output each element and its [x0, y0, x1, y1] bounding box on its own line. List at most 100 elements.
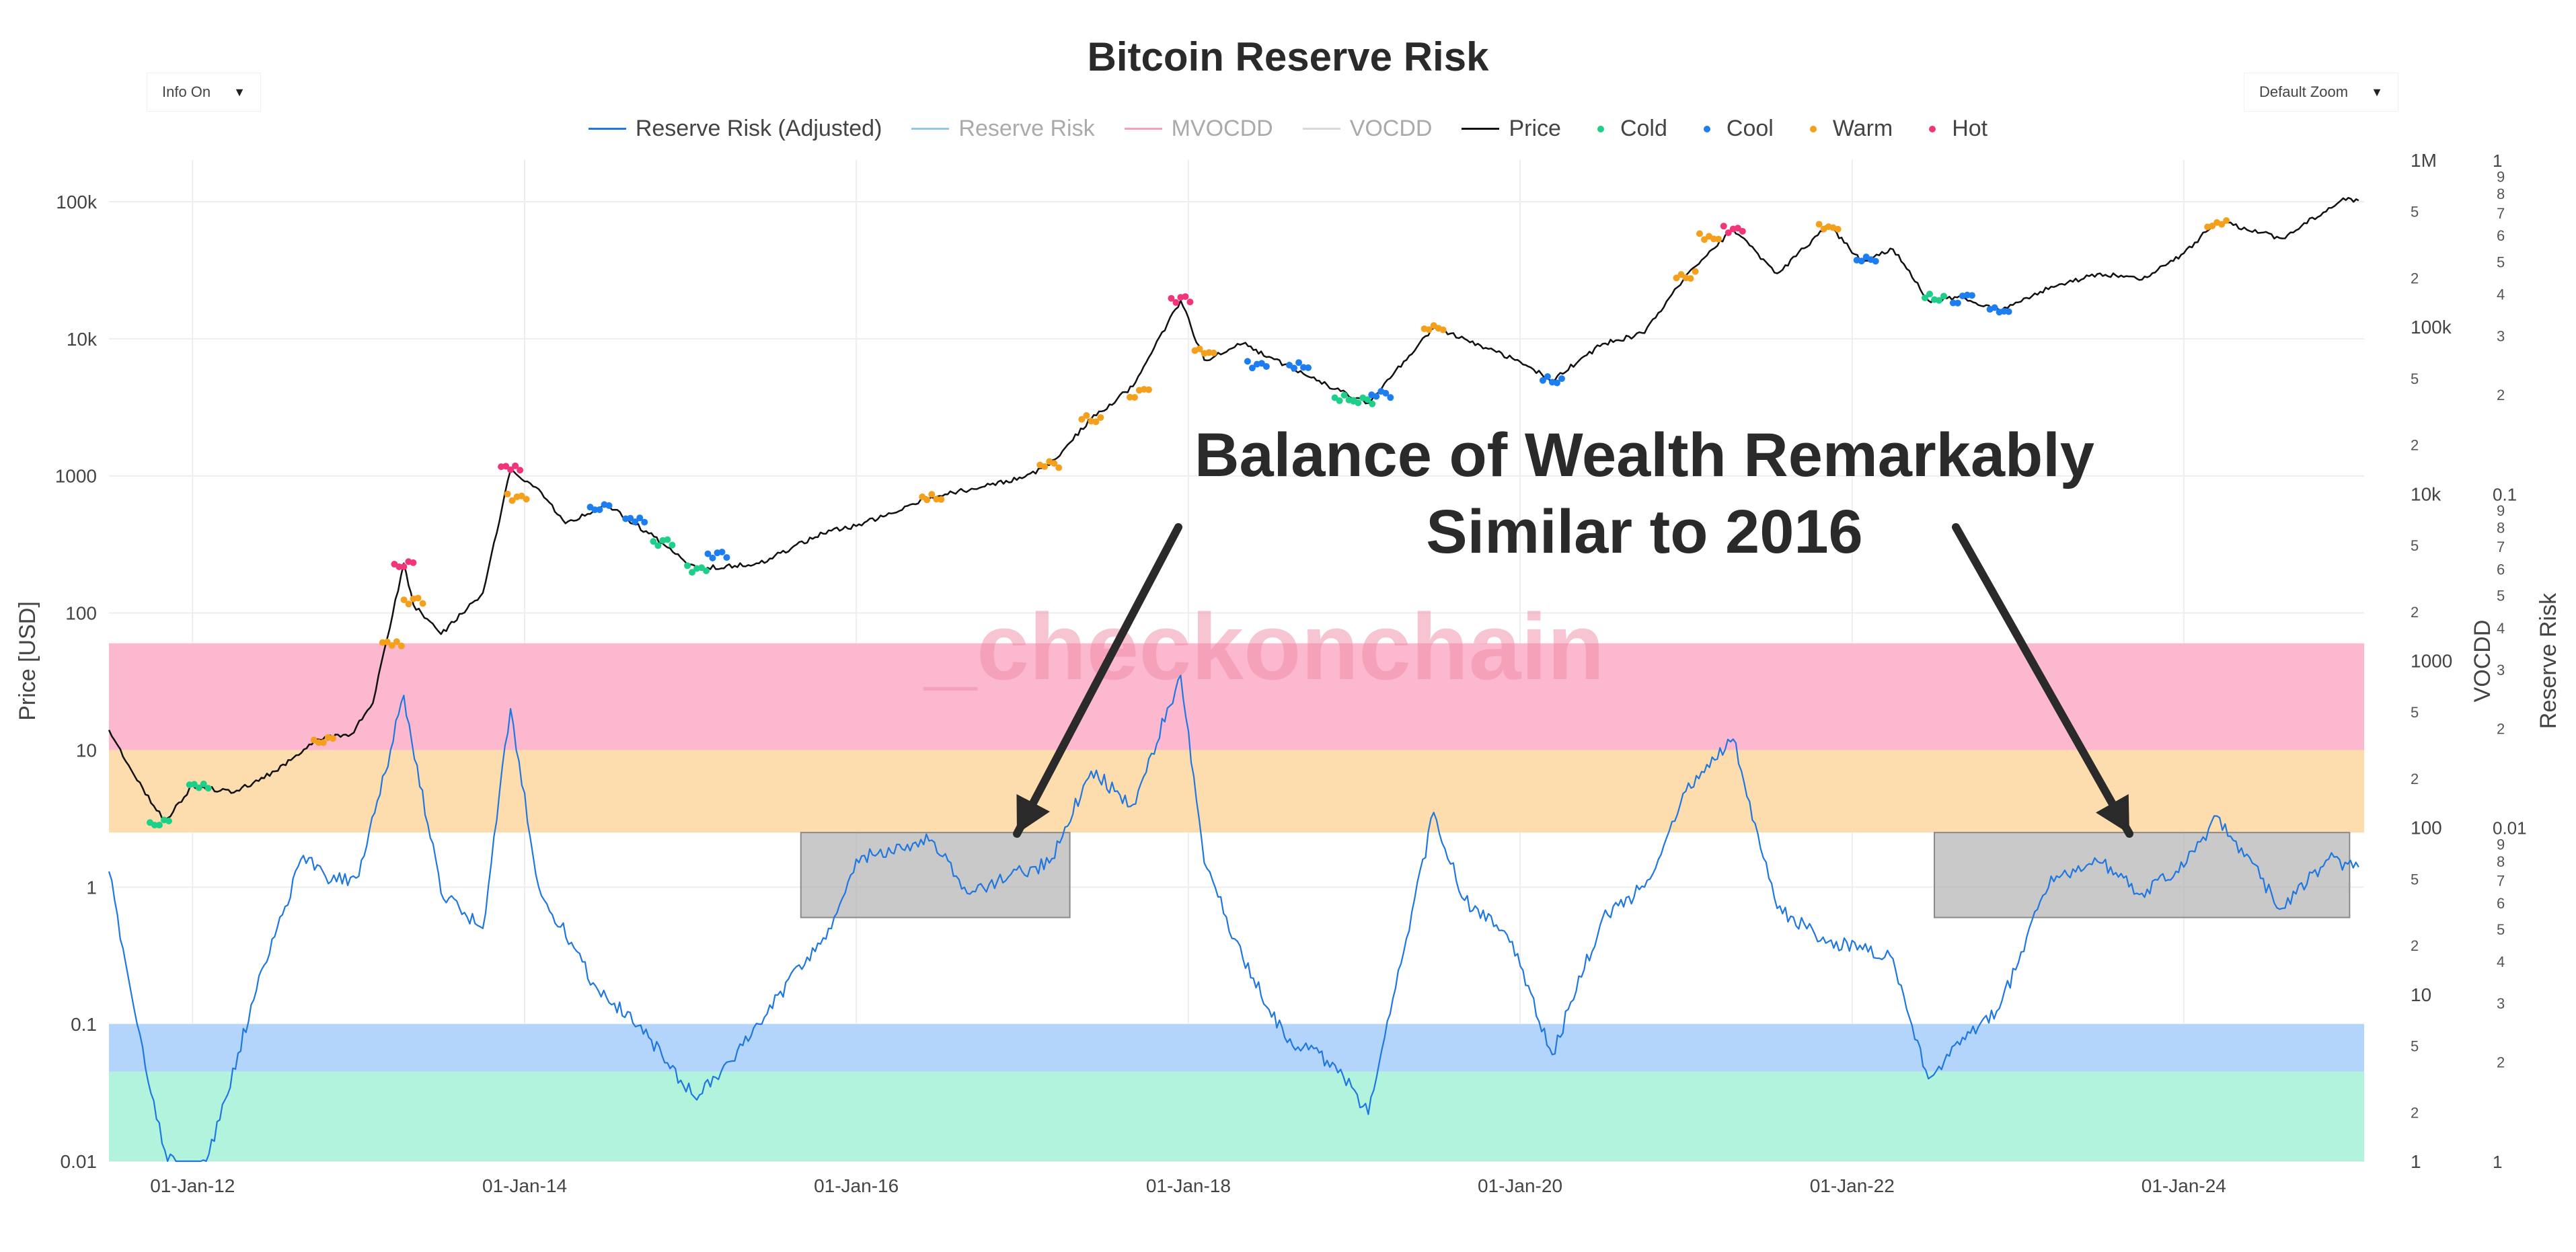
marker-warm: [1815, 221, 1823, 228]
legend-line-swatch: [911, 128, 950, 130]
y-tick-label: 10: [76, 740, 97, 760]
legend-item-hot[interactable]: Hot: [1922, 116, 1987, 142]
marker-cold: [1369, 400, 1376, 407]
info-dropdown[interactable]: Info On ▼: [147, 73, 261, 112]
marker-cool: [1382, 389, 1390, 397]
y-tick-label: 1000: [55, 466, 97, 487]
band-warm: [109, 750, 2364, 833]
marker-warm: [1083, 412, 1090, 419]
vocdd-minor-tick: 2: [2411, 937, 2419, 954]
marker-cold: [1940, 292, 1948, 300]
marker-hot: [400, 563, 408, 570]
marker-cold: [190, 781, 198, 788]
marker-warm: [1145, 386, 1152, 393]
legend-item-cold[interactable]: Cold: [1591, 116, 1667, 142]
marker-warm: [1055, 464, 1063, 471]
band-cold: [109, 1071, 2364, 1161]
marker-cool: [704, 550, 712, 557]
marker-cold: [654, 542, 662, 549]
vocdd-minor-tick: 5: [2411, 537, 2419, 554]
legend-dot-swatch: [1597, 125, 1604, 132]
marker-cool: [632, 518, 639, 525]
y-tick-label: 0.1: [71, 1014, 97, 1035]
legend-item-cool[interactable]: Cool: [1697, 116, 1774, 142]
marker-cool: [718, 549, 726, 556]
reserve-risk-minor-tick: 4: [2497, 286, 2505, 303]
marker-cool: [627, 514, 634, 522]
reserve-risk-minor-tick: 5: [2497, 921, 2505, 938]
x-tick-label: 01-Jan-18: [1146, 1175, 1231, 1196]
vocdd-tick-label: 10: [2411, 984, 2431, 1005]
marker-cool: [1244, 358, 1251, 365]
legend-item-reserve-risk-adjusted[interactable]: Reserve Risk (Adjusted): [588, 116, 882, 142]
legend-item-reserve-risk[interactable]: Reserve Risk: [911, 116, 1095, 142]
x-tick-label: 01-Jan-12: [150, 1175, 235, 1196]
reserve-risk-tick: 0.1: [2493, 484, 2517, 504]
legend-item-mvocdd[interactable]: MVOCDD: [1124, 116, 1273, 142]
arrow-shaft: [1013, 523, 1182, 838]
marker-cool: [1553, 379, 1560, 387]
reserve-risk-minor-tick: 4: [2497, 620, 2505, 637]
reserve-risk-minor-tick: 7: [2497, 873, 2505, 890]
marker-warm: [928, 491, 936, 498]
marker-cold: [669, 541, 676, 549]
legend-label: Price: [1509, 116, 1561, 141]
marker-cool: [1295, 359, 1303, 366]
y-tick-label: 100k: [56, 192, 98, 212]
y-tick-label: 10k: [67, 329, 98, 350]
info-dropdown-label: Info On: [162, 83, 211, 100]
x-tick-label: 01-Jan-22: [1810, 1175, 1895, 1196]
marker-cool: [1858, 258, 1865, 265]
annotation-line-1: Balance of Wealth Remarkably: [1195, 421, 2094, 490]
marker-warm: [383, 638, 391, 645]
marker-cool: [641, 518, 648, 526]
vocdd-tick-label: 1M: [2411, 150, 2437, 171]
marker-cold: [195, 784, 202, 791]
marker-cool: [1968, 292, 1975, 299]
marker-warm: [1700, 236, 1708, 243]
marker-warm: [1692, 268, 1699, 275]
legend-dot-swatch: [1809, 125, 1817, 132]
vocdd-minor-tick: 5: [2411, 704, 2419, 721]
marker-warm: [1097, 414, 1104, 421]
axes: 0.01 0.1 1 10 100 1000 10k 100k 01-Jan-12 01-Jan-…: [15, 150, 2561, 1196]
legend-item-warm[interactable]: Warm: [1803, 116, 1893, 142]
arrow-head: [2096, 793, 2129, 834]
marker-cool: [723, 554, 730, 561]
marker-cold: [664, 536, 671, 543]
marker-hot: [1168, 295, 1175, 302]
marker-hot: [512, 462, 519, 469]
legend-item-price[interactable]: Price: [1462, 116, 1561, 142]
marker-cool: [1305, 364, 1312, 371]
vocdd-tick-label: 100: [2411, 818, 2442, 838]
marker-cool: [636, 514, 644, 522]
reserve-risk-tick: 1: [2493, 151, 2502, 171]
marker-warm: [319, 739, 327, 746]
vocdd-minor-tick: 5: [2411, 204, 2419, 221]
watermark: _checkonchain: [923, 594, 1605, 699]
reserve-risk-minor-tick: 5: [2497, 588, 2505, 604]
reserve-risk-minor-tick: 3: [2497, 995, 2505, 1012]
marker-warm: [2209, 223, 2216, 230]
marker-hot: [1725, 229, 1732, 237]
marker-warm: [1131, 393, 1138, 401]
marker-cool: [596, 506, 603, 513]
highlight-box: [1934, 832, 2351, 918]
marker-cold: [165, 818, 172, 825]
legend-line-swatch: [1302, 128, 1340, 130]
marker-warm: [405, 600, 412, 608]
marker-cold: [1926, 290, 1934, 298]
marker-hot: [507, 466, 515, 473]
marker-cold: [1936, 297, 1943, 304]
legend-dot-swatch: [1703, 125, 1710, 132]
marker-warm: [329, 735, 336, 742]
legend-item-vocdd[interactable]: VOCDD: [1302, 116, 1432, 142]
marker-cool: [1262, 363, 1270, 370]
reserve-risk-minor-tick: 3: [2497, 662, 2505, 678]
reserve-risk-minor-tick: 2: [2497, 720, 2505, 737]
zoom-dropdown[interactable]: Default Zoom ▼: [2244, 73, 2398, 112]
vocdd-tick-label: 1000: [2411, 651, 2452, 672]
reserve-risk-minor-tick: 9: [2497, 502, 2505, 519]
series-price: [108, 196, 2359, 823]
